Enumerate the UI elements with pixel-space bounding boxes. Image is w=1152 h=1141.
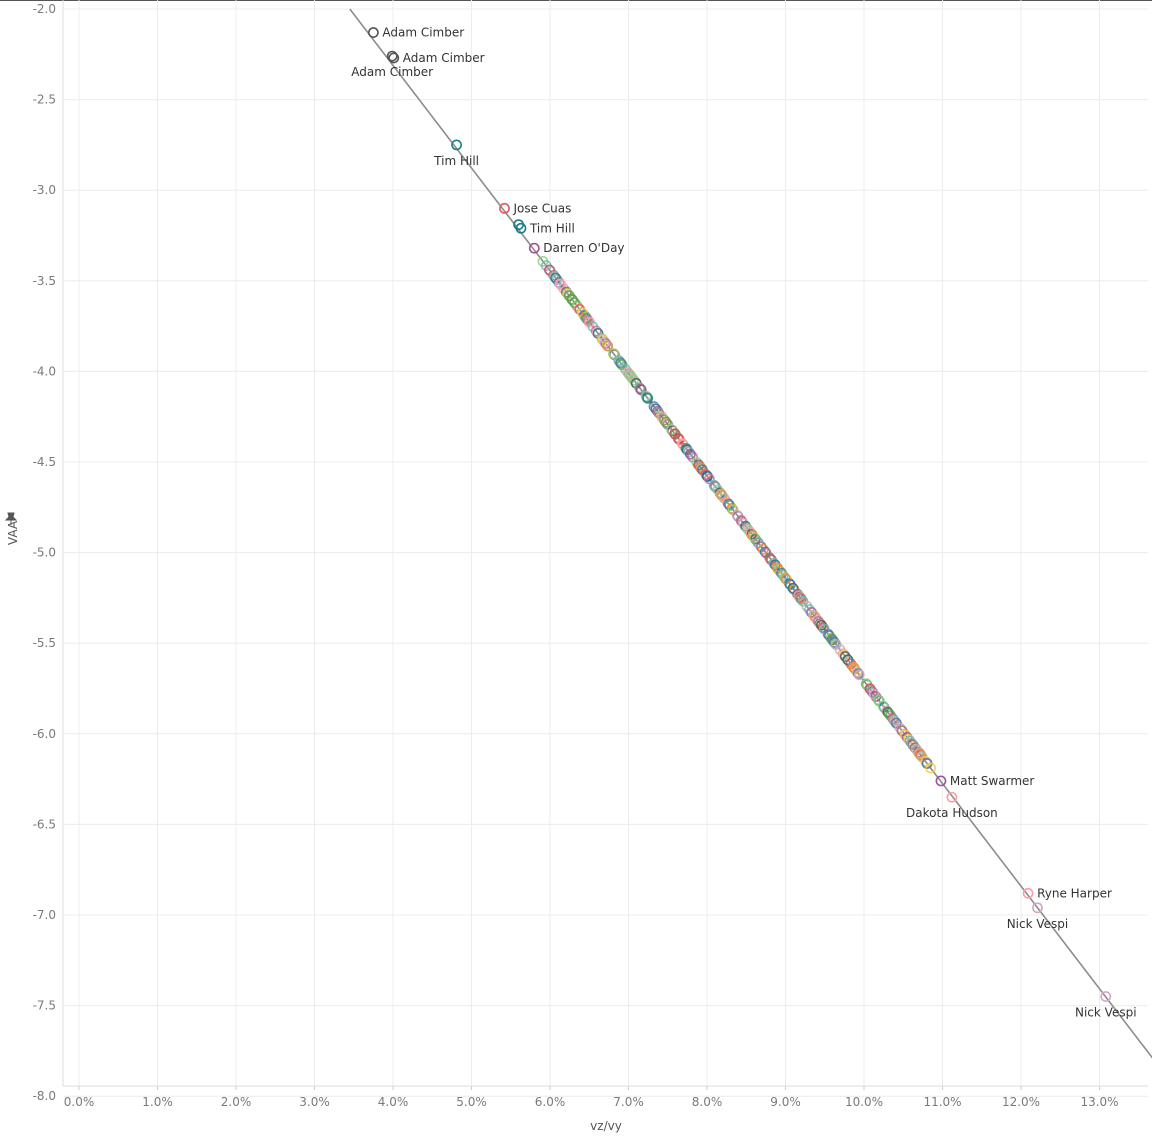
gridlines [62, 0, 1148, 1097]
point-label: Tim Hill [433, 154, 479, 168]
pin-icon[interactable] [4, 512, 18, 525]
scatter-point [613, 355, 625, 366]
labeled-point [528, 242, 540, 254]
x-tick-label: 1.0% [142, 1095, 173, 1109]
point-label: Nick Vespi [1007, 917, 1069, 931]
y-tick-label: -8.0 [33, 1089, 56, 1103]
y-tick-label: -4.0 [33, 364, 56, 378]
labeled-point [1100, 991, 1112, 1002]
y-axis-title: VAA [6, 520, 20, 545]
point-label: Matt Swarmer [950, 774, 1035, 788]
labeled-point [451, 139, 462, 151]
labeled-point [499, 202, 510, 214]
x-tick-label: 6.0% [535, 1095, 566, 1109]
scatter-point [828, 636, 840, 648]
scatter-point [685, 448, 696, 460]
x-axis-title: vz/vy [590, 1119, 622, 1133]
point-label: Adam Cimber [351, 65, 433, 79]
x-tick-label: 9.0% [770, 1095, 801, 1109]
labeled-point [515, 222, 527, 234]
y-axis-title-group: VAA [6, 520, 20, 545]
point-label: Tim Hill [529, 221, 575, 235]
y-tick-label: -2.0 [33, 2, 56, 16]
scatter-point [608, 348, 620, 360]
x-tick-label: 5.0% [456, 1095, 487, 1109]
x-tick-label: 2.0% [221, 1095, 252, 1109]
scatter-point [554, 278, 566, 290]
scatter-point [640, 390, 652, 402]
point-label: Nick Vespi [1075, 1006, 1137, 1020]
scatter-point [590, 325, 602, 337]
scatter-point [660, 416, 672, 428]
x-tick-label: 7.0% [613, 1095, 644, 1109]
x-tick-label: 11.0% [923, 1095, 961, 1109]
y-tick-label: -7.0 [33, 908, 56, 922]
x-tick-label: 4.0% [378, 1095, 409, 1109]
point-label: Dakota Hudson [906, 806, 998, 820]
labeled-point [946, 791, 958, 803]
scatter-point [602, 340, 614, 352]
x-tick-label: 0.0% [64, 1095, 95, 1109]
point-label: Ryne Harper [1037, 886, 1112, 900]
scatter-point [852, 667, 863, 678]
y-tick-label: -6.0 [33, 727, 56, 741]
labeled-point [367, 27, 379, 38]
x-tick-label: 12.0% [1002, 1095, 1040, 1109]
labeled-point [935, 775, 947, 787]
x-tick-label: 8.0% [692, 1095, 723, 1109]
y-tick-label: -7.5 [33, 999, 56, 1013]
y-tick-label: -2.5 [33, 93, 56, 107]
scatter-point [888, 714, 900, 726]
y-tick-label: -4.5 [33, 455, 56, 469]
labeled-point [1032, 902, 1043, 914]
point-label: Adam Cimber [382, 26, 464, 40]
scatter-point [702, 471, 713, 482]
scatter-point [853, 669, 865, 681]
scatter-point [818, 623, 830, 635]
x-axis: 0.0% 1.0% 2.0% 3.0% 4.0% 5.0% 6.0% 7.0% 8.0% 9.0%… [64, 1086, 1119, 1109]
y-tick-label: -3.0 [33, 183, 56, 197]
scatter-point [581, 313, 593, 325]
point-label: Darren O'Day [543, 241, 624, 255]
x-tick-label: 3.0% [299, 1095, 330, 1109]
y-tick-label: -6.5 [33, 817, 56, 831]
x-tick-label: 10.0% [845, 1095, 883, 1109]
point-label: Adam Cimber [403, 51, 485, 65]
scatter-point [600, 338, 612, 349]
scatter-point [752, 537, 764, 548]
scatter-point [628, 374, 640, 386]
y-tick-label: -5.0 [33, 546, 56, 560]
scatter-point [642, 392, 654, 404]
y-tick-label: -3.5 [33, 274, 56, 288]
y-tick-label: -5.5 [33, 636, 56, 650]
scatter-point [925, 762, 936, 774]
scatter-point [634, 382, 646, 394]
labeled-point [388, 52, 400, 64]
scatter-point [695, 462, 707, 474]
scatter-point [914, 748, 926, 760]
labeled-point [386, 50, 398, 62]
scatter-point [795, 593, 807, 605]
scatter-points [367, 27, 1112, 1002]
labeled-point [1022, 887, 1034, 899]
point-label: Jose Cuas [512, 201, 571, 215]
x-tick-label: 13.0% [1080, 1095, 1118, 1109]
scatter-point [716, 490, 728, 502]
y-axis: -2.0 -2.5 -3.0 -3.5 -4.0 -4.5 -5.0 -5.5 -6.0 -6.5… [33, 2, 56, 1103]
scatter-point [842, 654, 854, 666]
